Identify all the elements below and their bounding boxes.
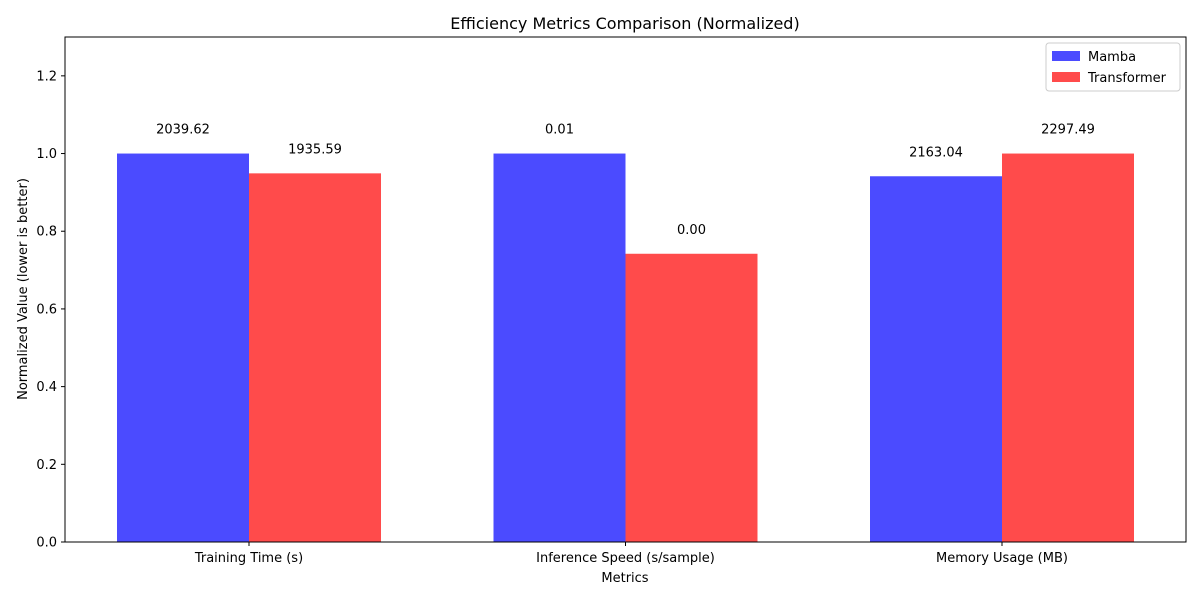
data-label-transformer-3: 2297.49 xyxy=(1041,123,1095,138)
data-labels-layer: 2039.62 1935.59 0.01 0.00 2163.04 2297.49 xyxy=(156,123,1095,238)
y-tick-label-3: 0.4 xyxy=(36,380,57,395)
legend-swatch-transformer xyxy=(1052,72,1080,82)
bar-transformer-1 xyxy=(249,173,381,542)
bar-transformer-2 xyxy=(625,253,758,542)
data-label-mamba-3: 2163.04 xyxy=(909,145,963,160)
x-axis-label: Metrics xyxy=(601,571,648,586)
bars-layer xyxy=(117,153,1134,543)
plot-frame xyxy=(64,36,1187,543)
data-label-mamba-2: 0.01 xyxy=(545,123,574,138)
y-tick-label-6: 1.0 xyxy=(36,147,57,162)
axes-layer: Training Time (s) Inference Speed (s/samp… xyxy=(36,36,1187,566)
x-tick-label-3: Memory Usage (MB) xyxy=(936,551,1068,566)
x-tick-label-2: Inference Speed (s/sample) xyxy=(536,551,715,566)
y-tick-label-7: 1.2 xyxy=(36,69,57,84)
bar-mamba-2 xyxy=(493,153,626,543)
bar-mamba-1 xyxy=(117,153,249,543)
y-tick-label-5: 0.8 xyxy=(36,225,57,240)
bar-mamba-3 xyxy=(870,176,1002,542)
legend-label-mamba: Mamba xyxy=(1088,50,1136,65)
y-tick-label-4: 0.6 xyxy=(36,302,57,317)
legend-label-transformer: Transformer xyxy=(1087,71,1167,86)
data-label-transformer-1: 1935.59 xyxy=(288,142,342,157)
x-tick-label-1: Training Time (s) xyxy=(194,551,303,566)
legend: Mamba Transformer xyxy=(1045,42,1181,92)
y-tick-label-1: 0.0 xyxy=(36,536,57,551)
legend-swatch-mamba xyxy=(1052,51,1080,61)
data-label-mamba-1: 2039.62 xyxy=(156,123,210,138)
y-axis-label: Normalized Value (lower is better) xyxy=(16,178,31,400)
y-tick-label-2: 0.2 xyxy=(36,458,57,473)
bar-transformer-3 xyxy=(1002,153,1134,543)
data-label-transformer-2: 0.00 xyxy=(677,223,706,238)
chart-title: Efficiency Metrics Comparison (Normalize… xyxy=(450,14,799,33)
